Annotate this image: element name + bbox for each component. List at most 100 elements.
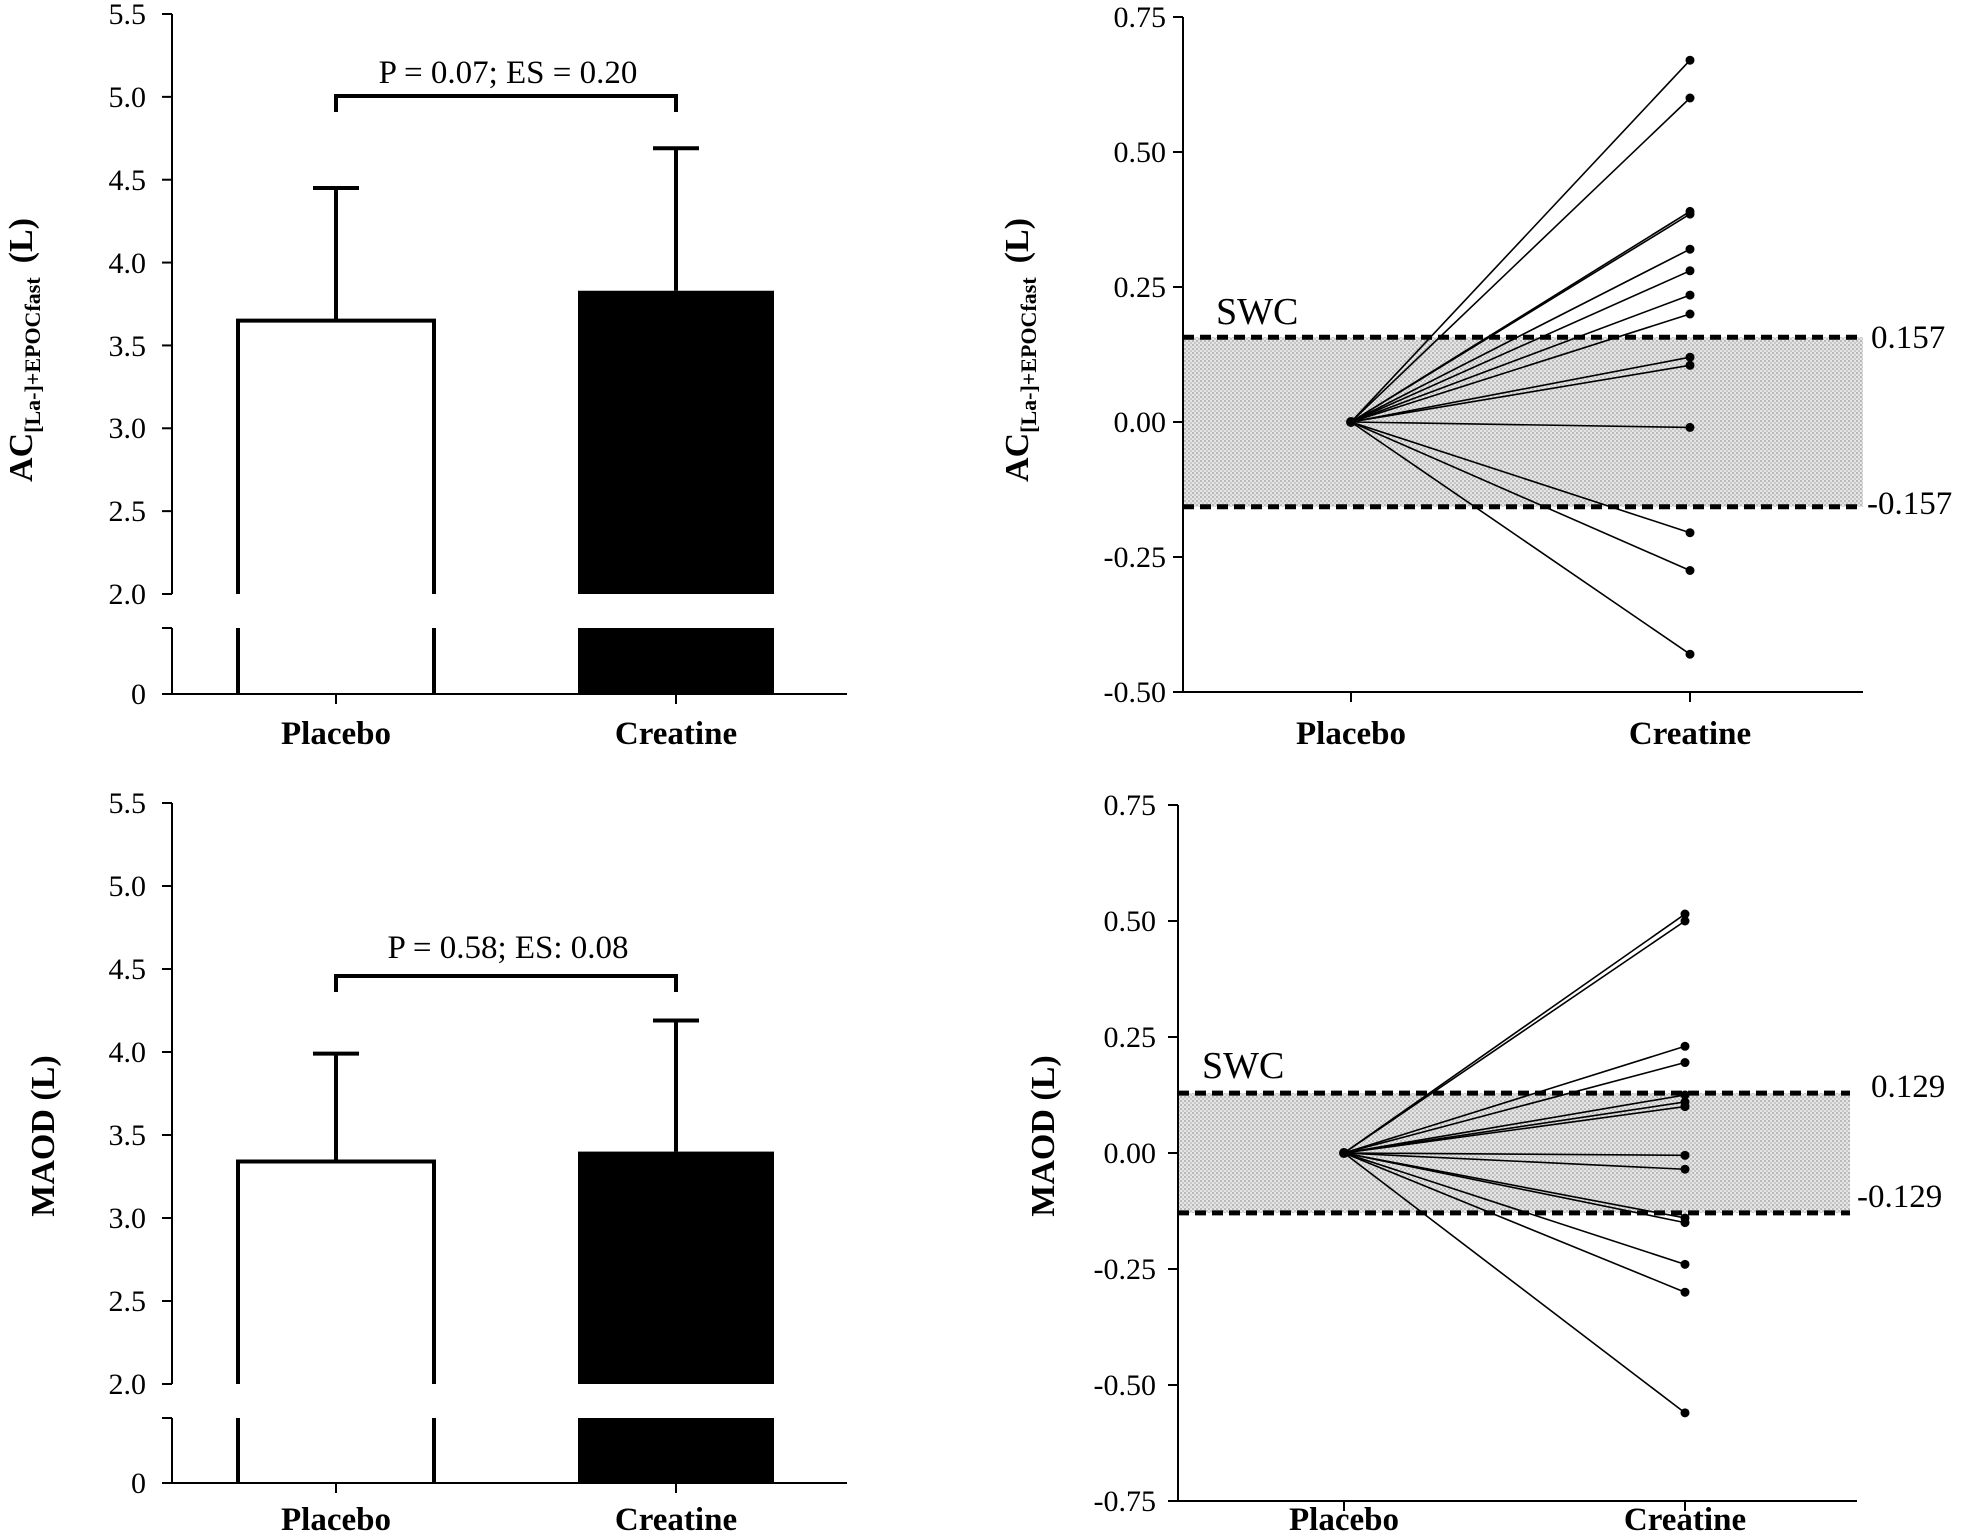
swc-band (1183, 337, 1863, 507)
participant-line (1343, 920, 1686, 1154)
participant-point-creatine (1680, 1102, 1690, 1112)
y-tick-label: 3.5 (109, 1119, 147, 1152)
participant-point-creatine (1685, 352, 1695, 362)
y-tick-label: 0.00 (1104, 1137, 1157, 1170)
y-axis-label: AC[La-]+EPOCfast (L) (999, 218, 1041, 482)
y-tick-label: 2.0 (109, 578, 147, 611)
y-axis-ticks: 5.5 5.0 4.5 4.0 3.5 3.0 2.5 2.0 0 (109, 787, 147, 1500)
significance-annotation: P = 0.58; ES: 0.08 (387, 930, 628, 966)
participant-line (1350, 421, 1691, 429)
participant-line (1350, 248, 1691, 423)
y-tick-label: 5.5 (109, 0, 147, 31)
participant-line (1343, 1152, 1686, 1414)
participant-point-creatine (1685, 244, 1695, 254)
bar-placebo (236, 318, 436, 594)
participant-line (1343, 1061, 1686, 1154)
participant-line (1343, 1152, 1686, 1293)
swc-label: SWC (1216, 291, 1298, 333)
y-tick-label: 0 (131, 678, 146, 711)
y-tick-label: 0.75 (1104, 789, 1157, 822)
participant-point-creatine (1685, 566, 1695, 575)
panel-top-left-bar-chart: AC[La-]+EPOCfast (L) 5.5 5.0 4.5 4.0 3.5 … (3, 0, 847, 752)
y-axis-label-main: AC (999, 433, 1036, 482)
y-tick-label: 3.5 (109, 330, 147, 363)
y-tick-label: 4.0 (109, 1036, 147, 1069)
participant-point-creatine (1685, 266, 1695, 276)
y-tick-label: -0.50 (1104, 676, 1167, 709)
participant-line (1350, 313, 1691, 423)
x-category-label: Placebo (281, 1502, 391, 1535)
y-tick-label: 0 (131, 1467, 146, 1500)
participant-point-creatine (1680, 1218, 1690, 1228)
participant-line (1350, 97, 1691, 423)
participant-point-creatine (1685, 290, 1695, 300)
bar-creatine-lower (578, 1418, 774, 1483)
participant-point-creatine (1685, 528, 1695, 538)
swc-lower-label: -0.157 (1867, 486, 1952, 522)
participant-point-creatine (1680, 909, 1690, 919)
y-tick-label: 4.0 (109, 247, 147, 280)
participant-point-creatine (1680, 1041, 1690, 1051)
y-tick-label: -0.50 (1094, 1369, 1157, 1402)
bar-placebo (236, 1159, 436, 1384)
participant-point-creatine (1680, 1408, 1690, 1418)
participant-point-creatine (1680, 1287, 1690, 1297)
participant-point-creatine (1685, 55, 1695, 65)
participant-line (1350, 294, 1691, 423)
participant-line (1350, 364, 1691, 423)
participant-point-creatine (1685, 422, 1695, 432)
swc-upper-label: 0.157 (1871, 320, 1945, 356)
participant-point-creatine (1685, 649, 1695, 659)
y-tick-label: 0.50 (1104, 905, 1157, 938)
swc-label: SWC (1202, 1045, 1284, 1087)
participant-line (1343, 1094, 1686, 1154)
y-tick-label: 5.5 (109, 787, 147, 820)
y-axis-label-unit: (L) (999, 218, 1036, 263)
y-axis-label-main: MAOD (L) (1025, 1055, 1062, 1216)
y-tick-label: 3.0 (109, 412, 147, 445)
participant-point-creatine (1680, 1058, 1690, 1068)
panel-bottom-left-bar-chart: MAOD (L) 5.5 5.0 4.5 4.0 3.5 3.0 2.5 2.0… (25, 787, 847, 1535)
participant-line (1350, 213, 1691, 423)
participant-line (1350, 270, 1691, 423)
participant-point-creatine (1680, 1164, 1690, 1174)
y-axis-label-main: AC (3, 433, 40, 482)
participant-line (1343, 1045, 1686, 1154)
participant-line (1343, 1105, 1686, 1154)
y-tick-label: 0.00 (1114, 406, 1167, 439)
bar-creatine-lower (578, 628, 774, 694)
participant-point-creatine (1685, 209, 1695, 219)
svg-text:AC[La-]+EPOCfast(L): AC[La-]+EPOCfast (L) (999, 218, 1041, 482)
y-axis-label-sub: [La-]+EPOCfast (20, 277, 45, 433)
participant-line (1343, 913, 1686, 1154)
participant-line (1343, 1152, 1686, 1171)
y-tick-label: 4.5 (109, 953, 147, 986)
participant-line (1350, 356, 1691, 423)
significance-annotation: P = 0.07; ES = 0.20 (379, 55, 638, 91)
y-axis-label: MAOD (L) (25, 1055, 62, 1216)
x-category-label: Creatine (615, 716, 737, 752)
y-tick-label: -0.75 (1094, 1485, 1157, 1518)
participant-line (1350, 421, 1691, 572)
y-tick-label: 0.50 (1114, 136, 1167, 169)
participant-line (1350, 59, 1691, 423)
participant-point-creatine (1680, 916, 1690, 926)
y-tick-label: 5.0 (109, 81, 147, 114)
participant-line (1343, 1152, 1686, 1224)
bar-creatine (578, 290, 774, 594)
significance-bracket (334, 974, 678, 992)
participant-point-creatine (1680, 1090, 1690, 1100)
y-tick-label: 4.5 (109, 164, 147, 197)
svg-text:AC[La-]+EPOCfast(L): AC[La-]+EPOCfast (L) (3, 218, 45, 482)
y-tick-label: 0.75 (1114, 1, 1167, 34)
y-tick-label: -0.25 (1104, 541, 1167, 574)
y-tick-label: 0.25 (1114, 271, 1167, 304)
participant-point-creatine (1685, 93, 1695, 103)
y-tick-label: 2.0 (109, 1368, 147, 1401)
y-axis-label-sub: [La-]+EPOCfast (1016, 277, 1041, 433)
participant-line (1343, 1152, 1686, 1157)
panel-bottom-right-line-chart: MAOD (L) 0.75 0.50 0.25 0.00 -0.25 -0.50… (1025, 789, 1945, 1535)
y-axis-label: MAOD (L) (1025, 1055, 1062, 1216)
y-tick-label: 3.0 (109, 1202, 147, 1235)
